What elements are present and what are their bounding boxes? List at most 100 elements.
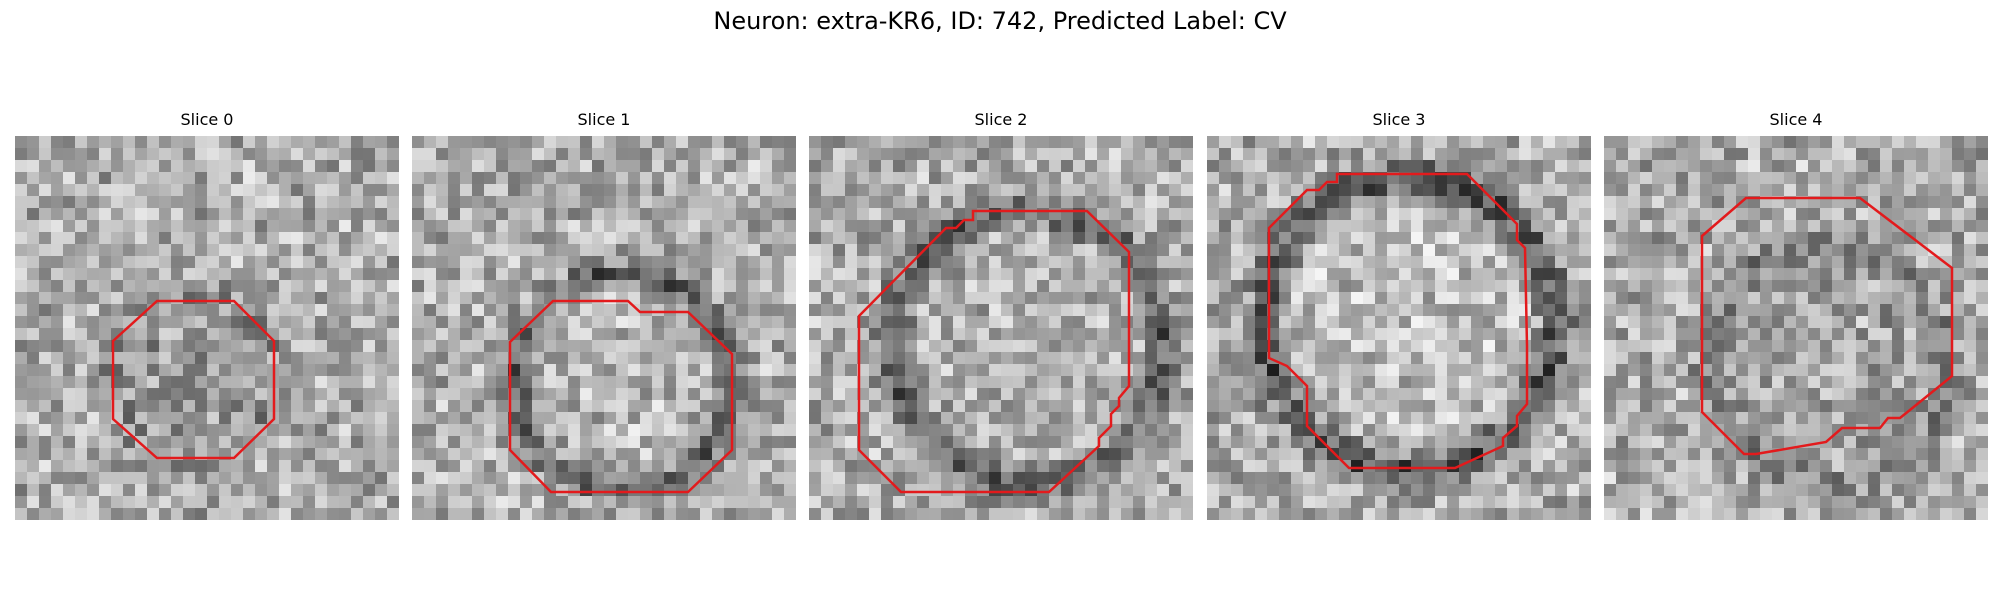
image-pixel (1303, 352, 1315, 364)
image-pixel (532, 448, 544, 460)
image-pixel (1109, 436, 1121, 448)
image-pixel (1375, 160, 1387, 172)
image-pixel (1423, 160, 1435, 172)
image-pixel (869, 424, 881, 436)
image-pixel (1339, 268, 1351, 280)
image-pixel (15, 292, 27, 304)
image-pixel (1061, 412, 1073, 424)
image-pixel (869, 256, 881, 268)
image-pixel (1808, 412, 1820, 424)
image-pixel (1145, 448, 1157, 460)
image-pixel (1880, 448, 1892, 460)
image-pixel (303, 244, 315, 256)
image-pixel (700, 364, 712, 376)
image-pixel (1760, 280, 1772, 292)
image-pixel (1604, 208, 1616, 220)
image-pixel (1736, 136, 1748, 148)
image-pixel (135, 328, 147, 340)
image-pixel (1519, 388, 1531, 400)
image-pixel (159, 388, 171, 400)
image-pixel (1664, 256, 1676, 268)
image-pixel (893, 364, 905, 376)
image-pixel (87, 184, 99, 196)
image-pixel (688, 268, 700, 280)
image-pixel (303, 412, 315, 424)
image-pixel (484, 448, 496, 460)
image-pixel (219, 376, 231, 388)
image-pixel (833, 436, 845, 448)
image-pixel (1868, 148, 1880, 160)
image-pixel (412, 292, 424, 304)
image-pixel (327, 220, 339, 232)
image-pixel (484, 304, 496, 316)
image-pixel (63, 208, 75, 220)
image-pixel (1964, 340, 1976, 352)
image-pixel (1447, 364, 1459, 376)
image-pixel (1025, 352, 1037, 364)
image-pixel (1157, 316, 1169, 328)
image-pixel (39, 424, 51, 436)
image-pixel (1351, 280, 1363, 292)
image-pixel (1435, 316, 1447, 328)
image-pixel (821, 436, 833, 448)
image-pixel (147, 232, 159, 244)
image-pixel (809, 172, 821, 184)
image-pixel (1375, 508, 1387, 520)
image-pixel (628, 472, 640, 484)
image-pixel (736, 160, 748, 172)
image-pixel (917, 400, 929, 412)
image-pixel (1808, 256, 1820, 268)
image-pixel (532, 244, 544, 256)
image-pixel (1351, 352, 1363, 364)
image-pixel (1880, 232, 1892, 244)
image-pixel (652, 304, 664, 316)
image-pixel (628, 484, 640, 496)
image-pixel (327, 376, 339, 388)
image-pixel (472, 160, 484, 172)
image-pixel (784, 412, 796, 424)
image-pixel (1339, 208, 1351, 220)
image-pixel (351, 508, 363, 520)
image-pixel (1351, 412, 1363, 424)
image-pixel (1880, 412, 1892, 424)
image-pixel (1315, 340, 1327, 352)
image-pixel (736, 376, 748, 388)
image-pixel (568, 172, 580, 184)
image-pixel (496, 160, 508, 172)
image-pixel (1832, 304, 1844, 316)
image-pixel (977, 376, 989, 388)
image-pixel (1604, 340, 1616, 352)
image-pixel (1772, 268, 1784, 280)
image-pixel (207, 244, 219, 256)
image-pixel (845, 160, 857, 172)
image-pixel (147, 148, 159, 160)
image-pixel (1423, 328, 1435, 340)
image-pixel (1447, 436, 1459, 448)
image-pixel (1507, 184, 1519, 196)
image-pixel (1567, 376, 1579, 388)
image-pixel (183, 352, 195, 364)
image-pixel (51, 280, 63, 292)
image-pixel (231, 280, 243, 292)
image-pixel (1025, 460, 1037, 472)
image-pixel (99, 256, 111, 268)
image-pixel (327, 496, 339, 508)
image-pixel (424, 412, 436, 424)
image-pixel (1567, 484, 1579, 496)
image-pixel (688, 448, 700, 460)
image-pixel (1567, 244, 1579, 256)
image-pixel (953, 460, 965, 472)
image-pixel (724, 148, 736, 160)
image-pixel (1748, 184, 1760, 196)
image-pixel (255, 208, 267, 220)
image-pixel (171, 508, 183, 520)
image-pixel (1784, 172, 1796, 184)
image-pixel (1868, 448, 1880, 460)
image-pixel (15, 328, 27, 340)
image-pixel (1640, 388, 1652, 400)
image-pixel (1628, 232, 1640, 244)
image-pixel (448, 316, 460, 328)
image-pixel (784, 196, 796, 208)
image-pixel (1760, 328, 1772, 340)
image-pixel (1315, 256, 1327, 268)
